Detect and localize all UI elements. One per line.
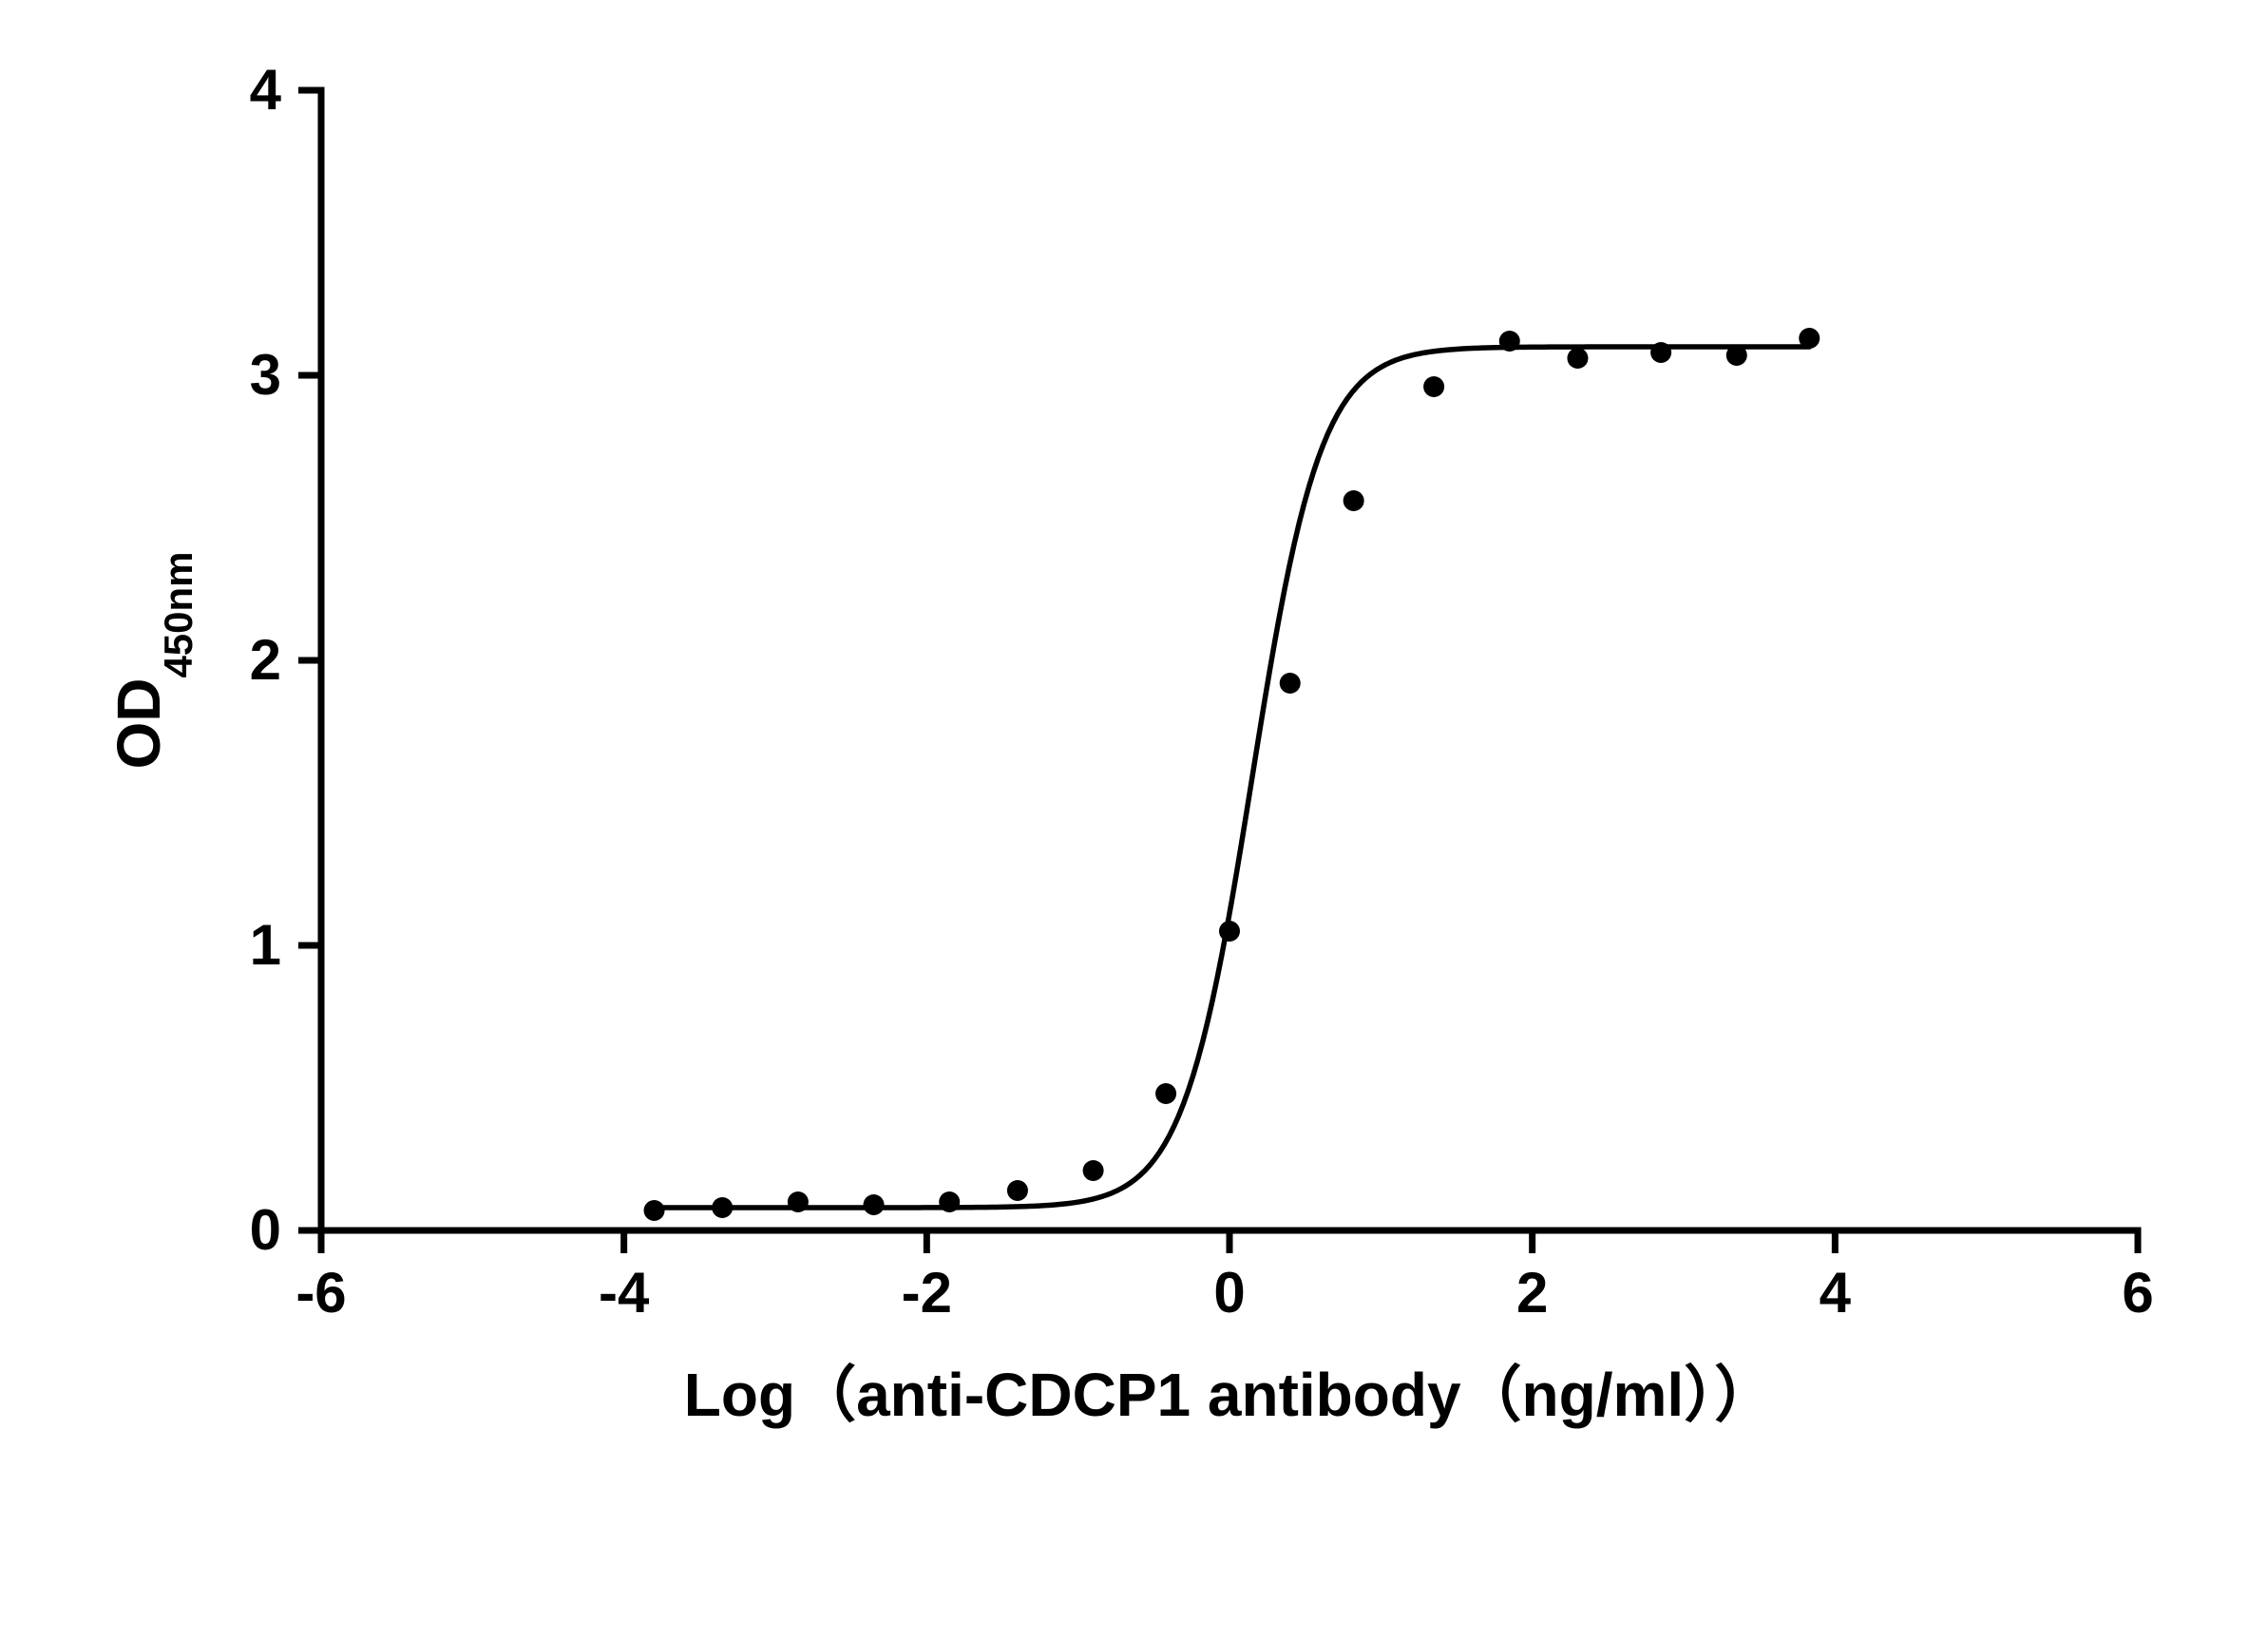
data-point bbox=[788, 1191, 809, 1212]
data-point bbox=[864, 1194, 885, 1215]
data-point bbox=[644, 1200, 665, 1221]
x-axis-label: Log（anti-CDCP1 antibody（ng/ml）） bbox=[684, 1361, 1775, 1429]
data-point bbox=[1083, 1160, 1104, 1181]
data-point bbox=[1423, 376, 1444, 397]
data-point bbox=[1650, 342, 1671, 363]
data-point bbox=[1280, 673, 1301, 694]
x-tick-label: -6 bbox=[295, 1261, 346, 1325]
data-point bbox=[1567, 348, 1588, 369]
y-tick-label: 2 bbox=[250, 628, 281, 692]
chart-container: -6 -4 -2 0 2 4 6 0 1 2 3 4 Log（anti-CDCP1 antibody（n… bbox=[0, 0, 2268, 1639]
y-tick-label: 1 bbox=[250, 913, 281, 977]
x-tick-label: 6 bbox=[2122, 1261, 2153, 1325]
data-point bbox=[1219, 921, 1240, 942]
x-tick-label: 4 bbox=[1820, 1261, 1852, 1325]
y-tick-label: 4 bbox=[250, 58, 282, 122]
data-point bbox=[1799, 328, 1820, 349]
dose-response-chart: -6 -4 -2 0 2 4 6 0 1 2 3 4 Log（anti-CDCP1 antibody（n… bbox=[0, 0, 2268, 1639]
x-tick-label: -4 bbox=[599, 1261, 650, 1325]
data-point bbox=[1155, 1083, 1176, 1104]
y-tick-label: 0 bbox=[250, 1198, 281, 1262]
data-point bbox=[1007, 1180, 1028, 1201]
x-tick-label: -2 bbox=[902, 1261, 952, 1325]
y-tick-label: 3 bbox=[250, 343, 281, 407]
data-point bbox=[939, 1191, 960, 1212]
x-tick-label: 2 bbox=[1516, 1261, 1548, 1325]
x-tick-label: 0 bbox=[1213, 1261, 1245, 1325]
data-point bbox=[1726, 345, 1747, 366]
data-point bbox=[1344, 490, 1364, 511]
data-point bbox=[1499, 331, 1520, 352]
fit-curve bbox=[655, 347, 1810, 1208]
data-point bbox=[712, 1197, 733, 1218]
y-axis-label: OD450nm bbox=[105, 551, 200, 769]
